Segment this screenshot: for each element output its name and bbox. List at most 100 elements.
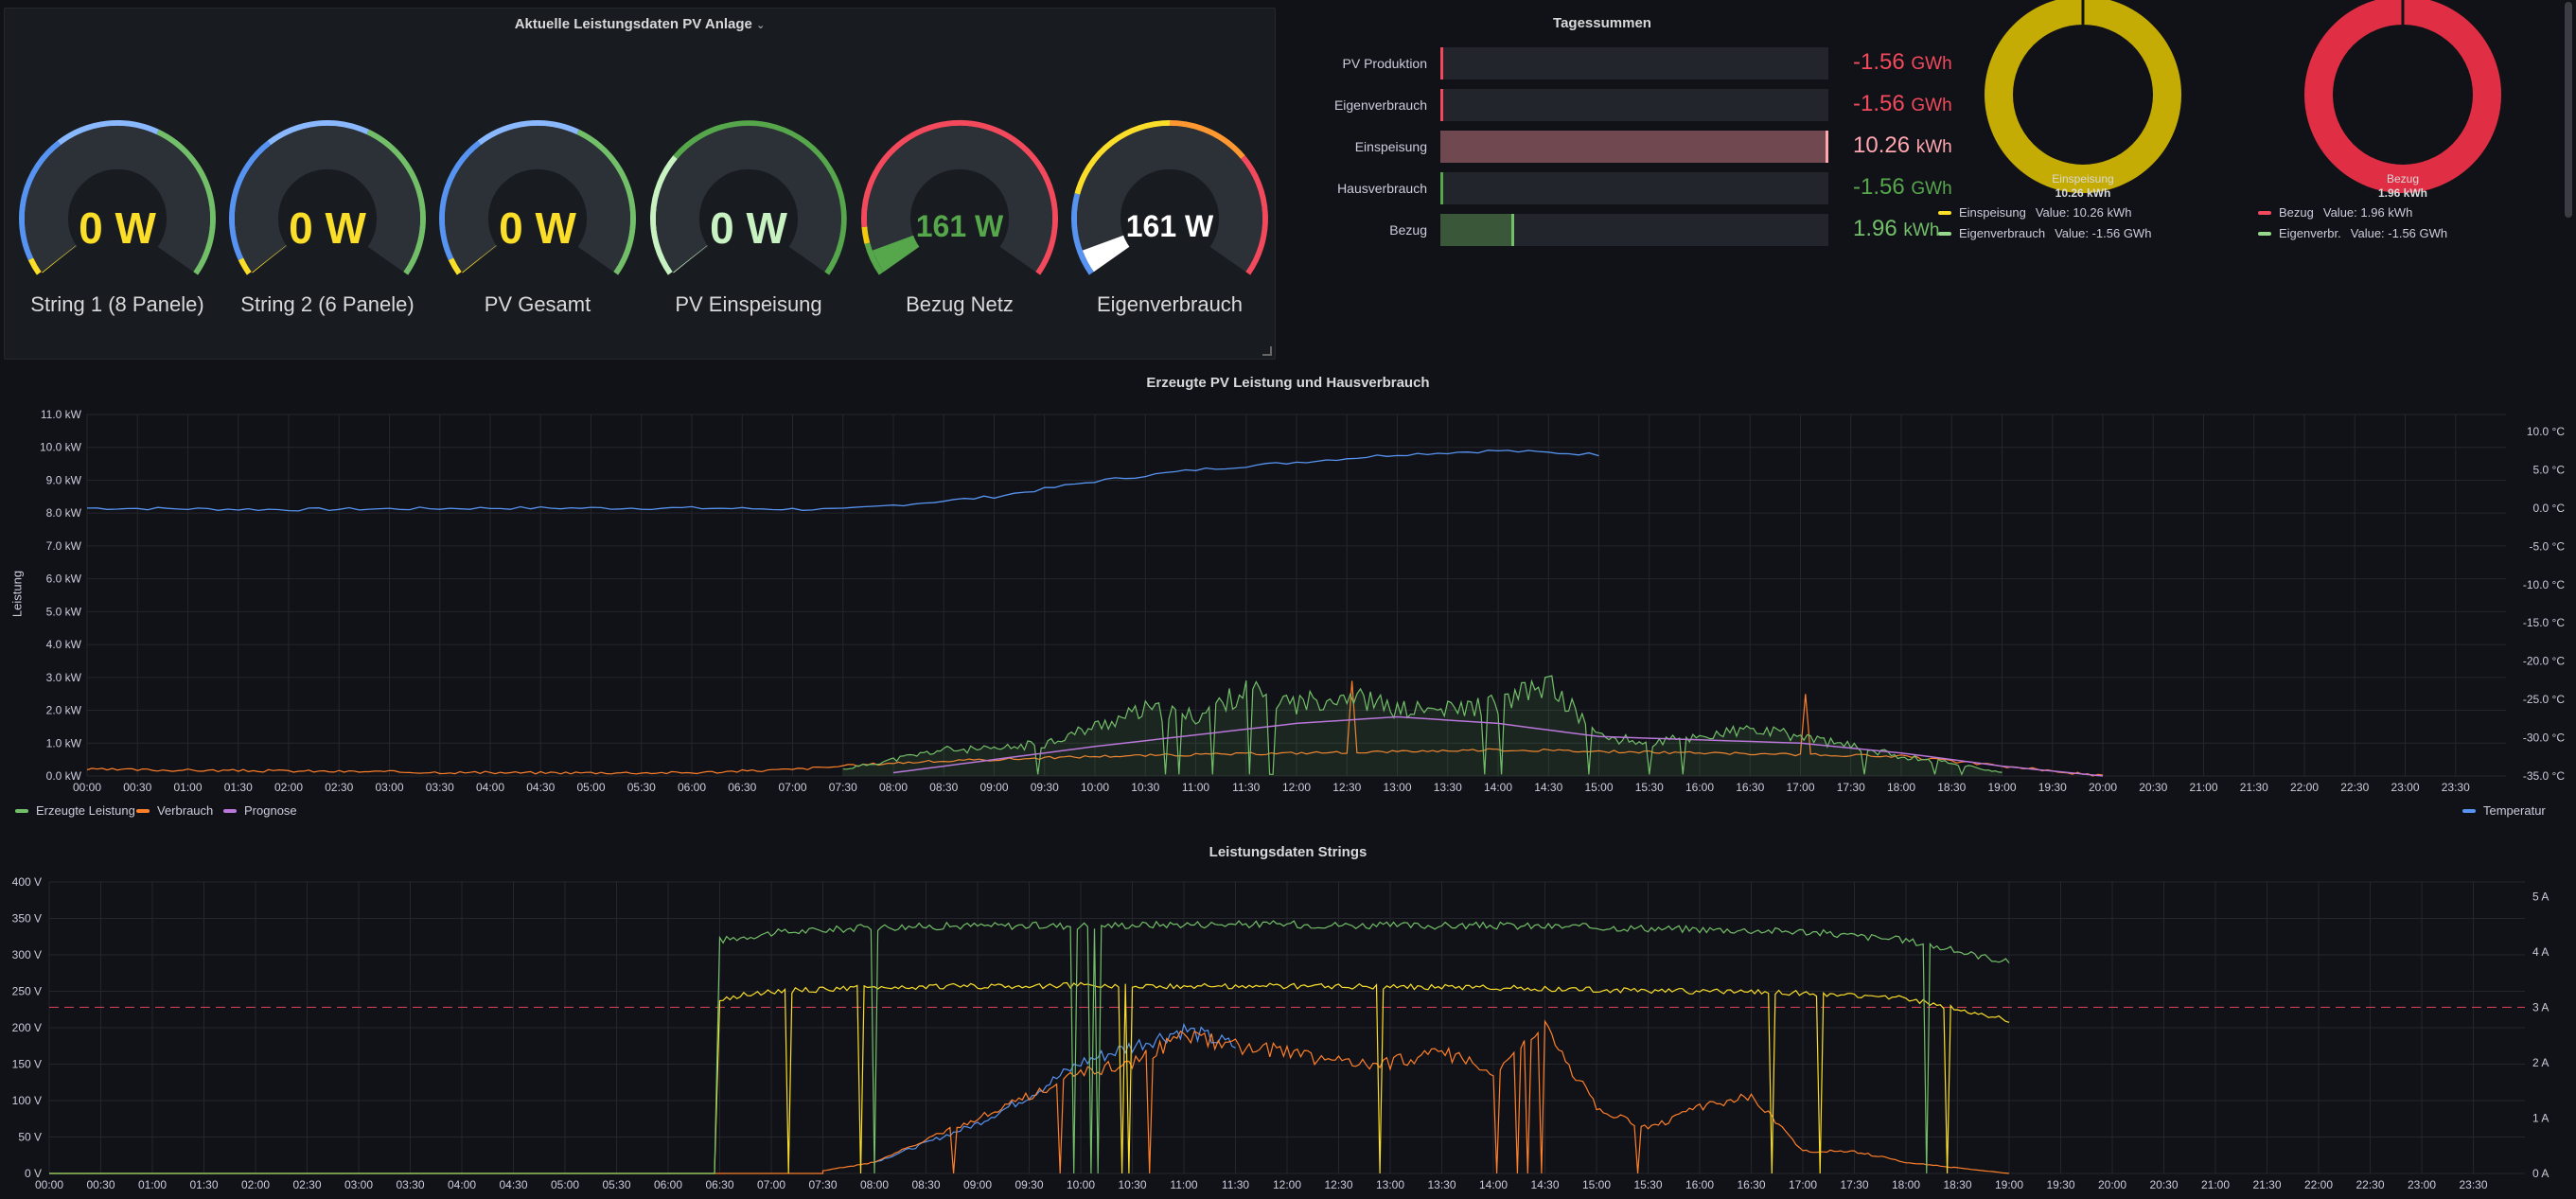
y2-tick-label: -35.0 °C bbox=[2523, 769, 2565, 783]
gauge-track bbox=[235, 125, 420, 273]
x-tick-label: 15:00 bbox=[1584, 781, 1613, 794]
x-tick-label: 13:30 bbox=[1427, 1178, 1456, 1191]
series-area-erzeugte-leistung bbox=[842, 676, 2003, 776]
x-tick-label: 04:30 bbox=[499, 1178, 527, 1191]
x-tick-label: 01:30 bbox=[189, 1178, 218, 1191]
x-tick-label: 18:00 bbox=[1892, 1178, 1920, 1191]
gauge: 0 W String 2 (6 Panele) bbox=[222, 9, 432, 349]
resize-handle-icon[interactable] bbox=[1262, 346, 1272, 356]
gauge-svg bbox=[229, 120, 426, 275]
x-tick-label: 13:00 bbox=[1376, 1178, 1404, 1191]
gauge-threshold-arc bbox=[861, 226, 871, 244]
legend-label: Einspeisung bbox=[1959, 205, 2026, 220]
x-tick-label: 20:00 bbox=[2089, 781, 2117, 794]
x-tick-label: 21:00 bbox=[2201, 1178, 2230, 1191]
gauge-value: 161 W bbox=[1125, 209, 1214, 243]
legend-item[interactable]: Bezug Value: 1.96 kWh bbox=[2258, 205, 2412, 220]
x-tick-label: 02:30 bbox=[325, 781, 353, 794]
panel-title[interactable]: Aktuelle Leistungsdaten PV Anlage ⌄ bbox=[5, 16, 1275, 32]
pv-power-chart-panel: Erzeugte PV Leistung und Hausverbrauch L… bbox=[0, 367, 2576, 821]
string-data-chart[interactable]: 0 V 50 V 100 V 150 V 200 V 250 V 300 V 350 V 400… bbox=[0, 833, 2576, 1199]
x-tick-label: 05:30 bbox=[602, 1178, 630, 1191]
x-tick-label: 17:00 bbox=[1789, 1178, 1817, 1191]
x-tick-label: 15:00 bbox=[1582, 1178, 1611, 1191]
x-tick-label: 10:30 bbox=[1131, 781, 1159, 794]
gauge: 161 W Eigenverbrauch bbox=[1065, 9, 1275, 349]
gauge-threshold-arc bbox=[650, 155, 678, 275]
pv-power-chart[interactable]: 0.0 kW 1.0 kW 2.0 kW 3.0 kW 4.0 kW 5.0 kW 6.0 … bbox=[0, 367, 2576, 821]
gauge-track bbox=[867, 125, 1052, 273]
gauge-threshold-arc bbox=[1169, 120, 1245, 160]
donut-value: 1.96 kWh bbox=[2377, 186, 2428, 200]
x-tick-label: 19:30 bbox=[2038, 781, 2067, 794]
x-tick-label: 02:30 bbox=[292, 1178, 321, 1191]
series-line-prognose bbox=[892, 715, 2104, 777]
bar-fill bbox=[1440, 131, 1828, 163]
bar-end-marker bbox=[1440, 172, 1443, 204]
x-tick-label: 09:00 bbox=[979, 781, 1008, 794]
gauge-threshold-arc bbox=[229, 140, 272, 260]
y2-tick-label: 0 A bbox=[2532, 1167, 2549, 1180]
y-tick-label: 400 V bbox=[12, 875, 42, 889]
y2-tick-label: -30.0 °C bbox=[2523, 732, 2565, 745]
page-scrollbar[interactable] bbox=[2565, 2, 2572, 218]
x-tick-label: 11:30 bbox=[1222, 1178, 1249, 1191]
y-tick-label: 50 V bbox=[18, 1131, 42, 1144]
legend-label: Eigenverbrauch bbox=[1959, 226, 2046, 240]
legend-swatch bbox=[2258, 210, 2271, 215]
y2-tick-label: 2 A bbox=[2532, 1056, 2549, 1069]
legend-label[interactable]: Prognose bbox=[244, 803, 297, 818]
bar-value-number: 10.26 bbox=[1853, 132, 1911, 158]
bar-end-marker bbox=[1826, 131, 1828, 163]
y2-tick-label: -5.0 °C bbox=[2530, 539, 2566, 553]
legend-item[interactable]: Einspeisung Value: 10.26 kWh bbox=[1938, 205, 2131, 220]
legend-swatch bbox=[1938, 210, 1951, 215]
y-tick-label: 1.0 kW bbox=[46, 736, 82, 749]
y2-tick-label: 10.0 °C bbox=[2527, 425, 2565, 438]
y-tick-label: 0.0 kW bbox=[46, 769, 82, 783]
x-tick-label: 06:00 bbox=[654, 1178, 682, 1191]
gauge-fill bbox=[1082, 235, 1130, 273]
x-tick-label: 05:30 bbox=[627, 781, 656, 794]
legend-label[interactable]: Temperatur bbox=[2483, 803, 2546, 818]
x-tick-label: 03:00 bbox=[375, 781, 403, 794]
panel-title[interactable]: Erzeugte PV Leistung und Hausverbrauch bbox=[1146, 375, 1430, 391]
y-tick-label: 150 V bbox=[12, 1058, 42, 1071]
x-tick-label: 09:30 bbox=[1015, 1178, 1043, 1191]
bar-label: Hausverbrauch bbox=[1337, 181, 1427, 196]
y-tick-label: 300 V bbox=[12, 948, 42, 961]
legend-label[interactable]: Verbrauch bbox=[157, 803, 213, 818]
x-tick-label: 22:00 bbox=[2290, 781, 2319, 794]
legend-item[interactable]: Eigenverbr. Value: -1.56 GWh bbox=[2258, 226, 2447, 240]
bar-end-marker bbox=[1440, 89, 1443, 121]
x-tick-label: 18:30 bbox=[1943, 1178, 1971, 1191]
legend-swatch bbox=[223, 809, 237, 813]
donut-name: Bezug bbox=[2386, 172, 2420, 185]
y-tick-label: 4.0 kW bbox=[46, 638, 82, 651]
legend-swatch bbox=[1938, 231, 1951, 236]
y2-tick-label: 5 A bbox=[2532, 890, 2549, 903]
x-tick-label: 16:30 bbox=[1736, 781, 1764, 794]
gauge-track bbox=[445, 125, 630, 273]
y-tick-label: 100 V bbox=[12, 1094, 42, 1107]
y2-tick-label: -25.0 °C bbox=[2523, 693, 2565, 706]
series-line-voltage-2 bbox=[49, 981, 2010, 1174]
legend-label[interactable]: Erzeugte Leistung bbox=[36, 803, 135, 818]
daily-totals-panel: Tagessummen PV Produktion -1.56 GWh Eigen… bbox=[1285, 8, 1952, 254]
x-tick-label: 06:30 bbox=[728, 781, 756, 794]
bar-value-unit: kWh bbox=[1915, 137, 1952, 157]
bar-value: -1.56 GWh bbox=[1853, 174, 1952, 201]
x-tick-label: 14:30 bbox=[1534, 781, 1562, 794]
legend-swatch bbox=[2462, 809, 2476, 813]
x-tick-label: 02:00 bbox=[241, 1178, 270, 1191]
gauge-label: Bezug Netz bbox=[906, 292, 1014, 316]
legend-value: Value: 10.26 kWh bbox=[2035, 205, 2132, 220]
panel-title[interactable]: Leistungsdaten Strings bbox=[1209, 844, 1367, 860]
y-tick-label: 250 V bbox=[12, 985, 42, 998]
y-tick-label: 2.0 kW bbox=[46, 704, 82, 717]
gauge-track bbox=[25, 125, 210, 273]
panel-title[interactable]: Tagessummen bbox=[1553, 15, 1651, 31]
donut-ring bbox=[2304, 0, 2501, 193]
gauge-label: PV Einspeisung bbox=[675, 292, 822, 316]
legend-item[interactable]: Eigenverbrauch Value: -1.56 GWh bbox=[1938, 226, 2151, 240]
